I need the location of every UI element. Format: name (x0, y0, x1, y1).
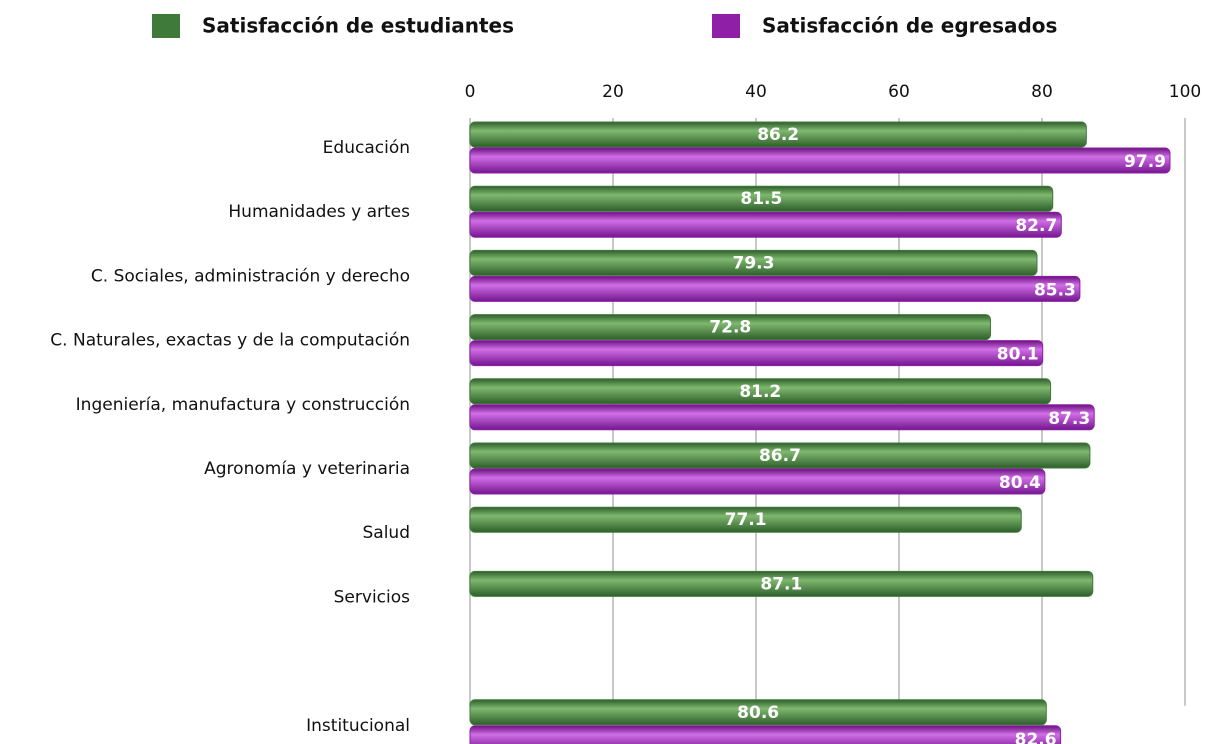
bar (469, 404, 1095, 431)
legend-swatch (712, 14, 740, 38)
bar (469, 506, 1022, 533)
value-label: 87.1 (760, 574, 802, 594)
value-label: 85.3 (1034, 280, 1076, 300)
value-label: 81.5 (740, 189, 782, 209)
category-label: Educación (323, 138, 410, 158)
bar (469, 570, 1094, 597)
value-label: 87.3 (1048, 409, 1090, 429)
x-tick-label: 100 (1169, 82, 1201, 102)
category-label: C. Sociales, administración y derecho (91, 266, 410, 286)
x-tick-label: 40 (745, 82, 767, 102)
value-label: 86.2 (757, 125, 799, 145)
value-label: 72.8 (709, 318, 751, 338)
bar (469, 249, 1038, 276)
category-label: Institucional (306, 716, 410, 736)
bar (469, 725, 1062, 744)
bar (469, 121, 1087, 148)
category-label: Servicios (334, 587, 410, 607)
x-tick-label: 0 (465, 82, 476, 102)
value-label: 97.9 (1124, 152, 1166, 172)
value-label: 80.4 (999, 473, 1041, 493)
bar (469, 211, 1062, 238)
category-label: Humanidades y artes (228, 202, 410, 222)
legend-swatch (152, 14, 180, 38)
x-tick-label: 80 (1031, 82, 1053, 102)
value-label: 86.7 (759, 446, 801, 466)
bar (469, 442, 1091, 469)
x-tick-label: 20 (602, 82, 624, 102)
value-label: 82.6 (1015, 730, 1057, 744)
bar (469, 275, 1081, 302)
value-label: 79.3 (733, 253, 775, 273)
bar (469, 147, 1171, 174)
bar (469, 468, 1046, 495)
category-label: Ingeniería, manufactura y construcción (76, 395, 410, 415)
bar (469, 314, 992, 341)
category-label: Agronomía y veterinaria (204, 459, 410, 479)
bar (469, 378, 1052, 405)
value-label: 81.2 (739, 382, 781, 402)
legend-label: Satisfacción de egresados (762, 14, 1057, 38)
category-label: Salud (363, 523, 411, 543)
value-label: 80.6 (737, 703, 779, 723)
bar (469, 699, 1047, 726)
value-label: 82.7 (1015, 216, 1057, 236)
x-tick-label: 60 (888, 82, 910, 102)
bar (469, 340, 1044, 367)
category-label: C. Naturales, exactas y de la computació… (50, 331, 410, 351)
value-label: 77.1 (725, 510, 767, 530)
bar (469, 185, 1054, 212)
value-label: 80.1 (997, 345, 1039, 365)
legend-label: Satisfacción de estudiantes (202, 14, 514, 38)
